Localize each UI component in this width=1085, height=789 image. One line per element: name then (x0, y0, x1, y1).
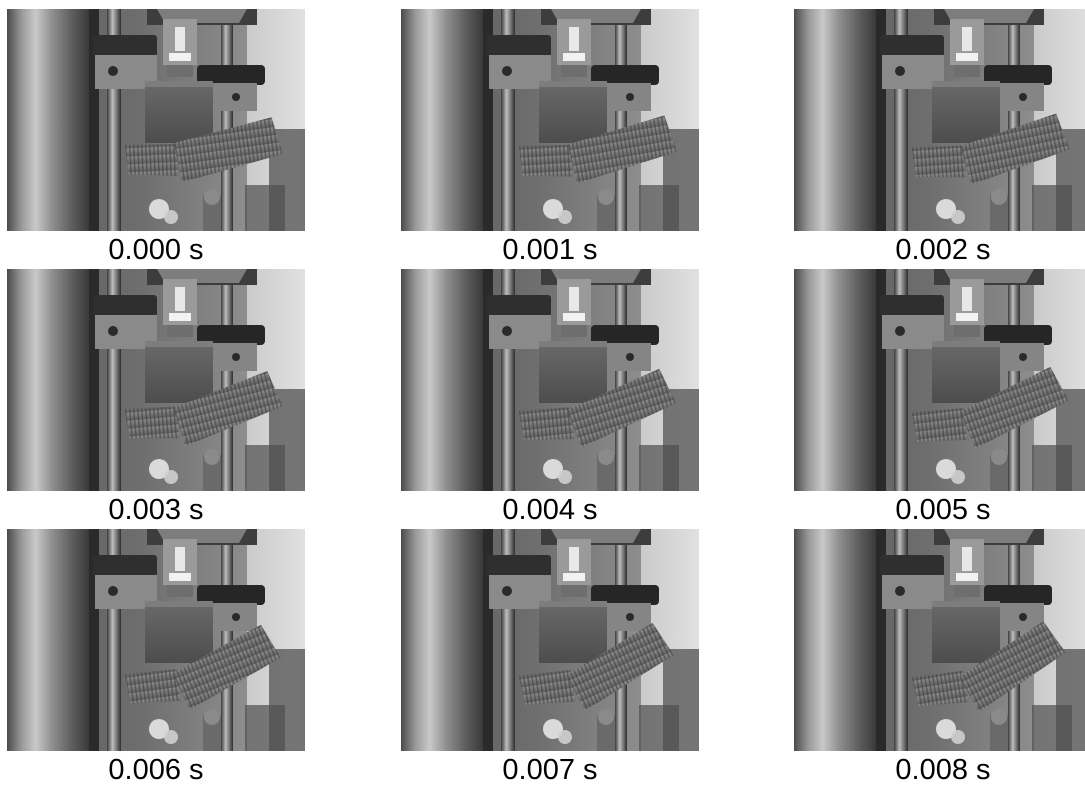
frame-timestamp-label: 0.000 s (108, 234, 204, 266)
frame-cell: 0.003 s (7, 269, 305, 529)
high-speed-camera-frame (7, 529, 305, 751)
frame-cell: 0.006 s (7, 529, 305, 789)
frame-cell: 0.002 s (794, 9, 1085, 269)
frame-cell: 0.005 s (794, 269, 1085, 529)
high-speed-camera-frame (794, 9, 1085, 231)
frame-cell: 0.000 s (7, 9, 305, 269)
high-speed-camera-frame (794, 269, 1085, 491)
frame-cell: 0.008 s (794, 529, 1085, 789)
frame-timestamp-label: 0.003 s (108, 494, 204, 526)
frame-timestamp-label: 0.005 s (895, 494, 991, 526)
high-speed-camera-frame (7, 9, 305, 231)
frame-timestamp-label: 0.004 s (502, 494, 598, 526)
frame-timestamp-label: 0.001 s (502, 234, 598, 266)
frame-timestamp-label: 0.007 s (502, 754, 598, 786)
high-speed-camera-frame (401, 9, 699, 231)
high-speed-camera-frame (7, 269, 305, 491)
frame-timestamp-label: 0.008 s (895, 754, 991, 786)
high-speed-camera-frame (794, 529, 1085, 751)
high-speed-camera-frame (401, 529, 699, 751)
frame-timestamp-label: 0.006 s (108, 754, 204, 786)
frame-timestamp-label: 0.002 s (895, 234, 991, 266)
frame-cell: 0.001 s (401, 9, 699, 269)
frame-cell: 0.007 s (401, 529, 699, 789)
high-speed-camera-frame (401, 269, 699, 491)
frame-cell: 0.004 s (401, 269, 699, 529)
